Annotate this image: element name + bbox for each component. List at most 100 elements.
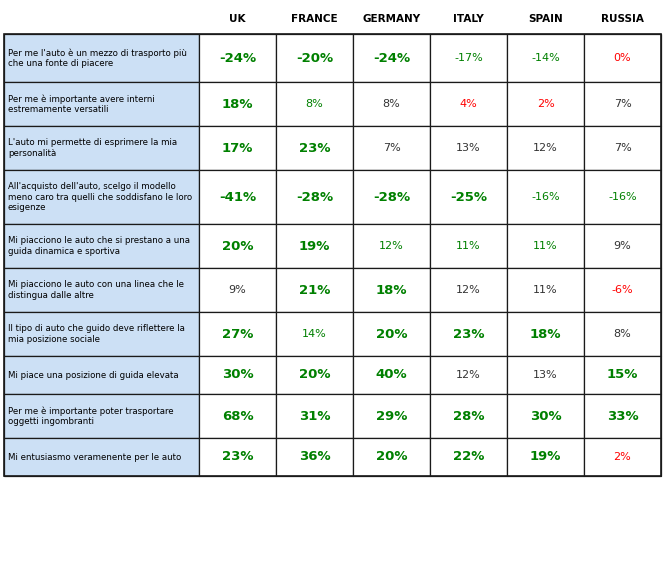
Text: 13%: 13% [533,370,558,380]
Bar [353,82,430,126]
Bar [430,268,507,312]
Text: 9%: 9% [614,241,631,251]
Text: -28%: -28% [296,191,333,204]
Bar [430,394,507,438]
Bar [353,394,430,438]
Text: 18%: 18% [530,328,561,341]
Text: All'acquisto dell'auto, scelgo il modello
meno caro tra quelli che soddisfano le: All'acquisto dell'auto, scelgo il modell… [8,182,192,212]
Text: 4%: 4% [460,99,478,109]
Text: 15%: 15% [607,369,638,381]
Bar [584,224,661,268]
Text: 11%: 11% [533,285,558,295]
Bar [4,394,199,438]
Bar [430,438,507,476]
Bar [276,126,353,170]
Text: L'auto mi permette di esprimere la mia
personalità: L'auto mi permette di esprimere la mia p… [8,139,177,158]
Bar [584,34,661,82]
Text: 12%: 12% [533,143,558,153]
Bar [584,356,661,394]
Text: 31%: 31% [299,410,330,422]
Bar [430,356,507,394]
Bar [4,224,199,268]
Text: SPAIN: SPAIN [528,14,563,24]
Text: 18%: 18% [375,283,407,297]
Text: 9%: 9% [228,285,246,295]
Text: 7%: 7% [383,143,400,153]
Bar [4,312,199,356]
Bar [507,170,584,224]
Bar [507,438,584,476]
Bar [584,394,661,438]
Text: GERMANY: GERMANY [363,14,421,24]
Bar [4,126,199,170]
Bar [276,224,353,268]
Bar [276,394,353,438]
Text: -20%: -20% [296,52,333,65]
Text: 18%: 18% [222,98,253,111]
Text: 12%: 12% [456,285,481,295]
Text: -25%: -25% [450,191,487,204]
Text: -41%: -41% [219,191,256,204]
Bar [430,170,507,224]
Text: 40%: 40% [375,369,407,381]
Bar [507,356,584,394]
Text: 23%: 23% [299,141,330,154]
Bar [584,82,661,126]
Bar [507,82,584,126]
Bar [276,268,353,312]
Text: Mi piacciono le auto con una linea che le
distingua dalle altre: Mi piacciono le auto con una linea che l… [8,280,184,300]
Bar [199,438,276,476]
Text: 7%: 7% [614,143,631,153]
Bar [507,394,584,438]
Bar [584,438,661,476]
Text: 8%: 8% [614,329,631,339]
Bar [276,170,353,224]
Text: 33%: 33% [607,410,639,422]
Bar [199,268,276,312]
Bar [353,438,430,476]
Text: 8%: 8% [306,99,323,109]
Text: -24%: -24% [219,52,256,65]
Text: 0%: 0% [614,53,631,63]
Text: 20%: 20% [222,240,253,252]
Bar [276,34,353,82]
Text: 11%: 11% [456,241,481,251]
Bar [4,82,199,126]
Bar [507,126,584,170]
Text: 68%: 68% [222,410,253,422]
Text: Per me l'auto è un mezzo di trasporto più
che una fonte di piacere: Per me l'auto è un mezzo di trasporto pi… [8,48,187,68]
Text: Mi piace una posizione di guida elevata: Mi piace una posizione di guida elevata [8,370,178,379]
Text: Per me è importante poter trasportare
oggetti ingombranti: Per me è importante poter trasportare og… [8,406,174,426]
Text: ITALY: ITALY [453,14,484,24]
Text: 13%: 13% [456,143,481,153]
Bar [584,312,661,356]
Bar [353,170,430,224]
Text: 11%: 11% [533,241,558,251]
Text: 36%: 36% [299,450,330,463]
Bar [199,170,276,224]
Text: 12%: 12% [456,370,481,380]
Bar [199,394,276,438]
Bar [199,34,276,82]
Bar [507,312,584,356]
Text: Il tipo di auto che guido deve riflettere la
mia posizione sociale: Il tipo di auto che guido deve rifletter… [8,324,185,344]
Text: 20%: 20% [375,328,407,341]
Text: 19%: 19% [299,240,330,252]
Text: UK: UK [229,14,246,24]
Bar [199,224,276,268]
Text: 7%: 7% [614,99,631,109]
Bar [276,312,353,356]
Text: 29%: 29% [376,410,407,422]
Bar [4,170,199,224]
Text: -6%: -6% [612,285,633,295]
Text: 12%: 12% [379,241,404,251]
Text: RUSSIA: RUSSIA [601,14,644,24]
Text: -16%: -16% [608,192,637,202]
Bar [430,312,507,356]
Text: 30%: 30% [530,410,561,422]
Text: -24%: -24% [373,52,410,65]
Text: -16%: -16% [531,192,560,202]
Bar [276,82,353,126]
Text: 17%: 17% [222,141,253,154]
Bar [276,356,353,394]
